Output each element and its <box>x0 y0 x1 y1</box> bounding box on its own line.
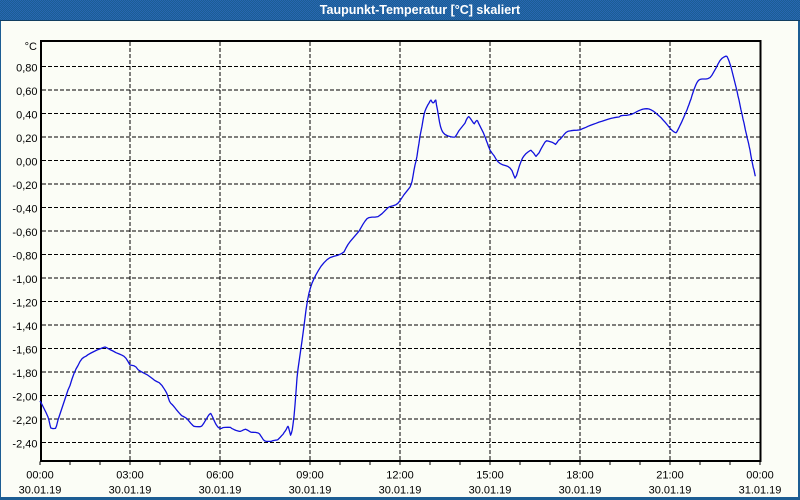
svg-text:-1,00: -1,00 <box>12 274 37 286</box>
svg-text:30.01.19: 30.01.19 <box>289 485 332 497</box>
svg-text:00:00: 00:00 <box>746 470 774 482</box>
svg-text:-0,80: -0,80 <box>12 251 37 263</box>
svg-text:-0,60: -0,60 <box>12 227 37 239</box>
svg-text:15:00: 15:00 <box>476 470 504 482</box>
svg-text:30.01.19: 30.01.19 <box>559 485 602 497</box>
svg-text:-2,40: -2,40 <box>12 439 37 451</box>
svg-text:0,20: 0,20 <box>16 133 37 145</box>
svg-text:30.01.19: 30.01.19 <box>379 485 422 497</box>
svg-text:-1,20: -1,20 <box>12 298 37 310</box>
svg-text:00:00: 00:00 <box>26 470 54 482</box>
svg-text:-2,20: -2,20 <box>12 415 37 427</box>
svg-text:Taupunkt-Temperatur [°C] skali: Taupunkt-Temperatur [°C] skaliert <box>320 3 521 17</box>
svg-text:30.01.19: 30.01.19 <box>199 485 242 497</box>
svg-text:30.01.19: 30.01.19 <box>19 485 62 497</box>
svg-text:03:00: 03:00 <box>116 470 144 482</box>
svg-text:09:00: 09:00 <box>296 470 324 482</box>
svg-text:06:00: 06:00 <box>206 470 234 482</box>
svg-text:°C: °C <box>25 41 37 53</box>
svg-text:0,40: 0,40 <box>16 110 37 122</box>
svg-text:30.01.19: 30.01.19 <box>109 485 152 497</box>
svg-text:-0,20: -0,20 <box>12 180 37 192</box>
svg-text:-1,80: -1,80 <box>12 368 37 380</box>
svg-text:0,60: 0,60 <box>16 86 37 98</box>
svg-text:0,80: 0,80 <box>16 63 37 75</box>
svg-text:-1,40: -1,40 <box>12 321 37 333</box>
svg-text:30.01.19: 30.01.19 <box>469 485 512 497</box>
svg-text:-1,60: -1,60 <box>12 345 37 357</box>
svg-text:18:00: 18:00 <box>566 470 594 482</box>
svg-text:-2,00: -2,00 <box>12 392 37 404</box>
svg-text:12:00: 12:00 <box>386 470 414 482</box>
svg-text:0,00: 0,00 <box>16 157 37 169</box>
svg-text:30.01.19: 30.01.19 <box>649 485 692 497</box>
svg-text:-0,40: -0,40 <box>12 204 37 216</box>
svg-text:21:00: 21:00 <box>656 470 684 482</box>
svg-text:31.01.19: 31.01.19 <box>739 485 782 497</box>
